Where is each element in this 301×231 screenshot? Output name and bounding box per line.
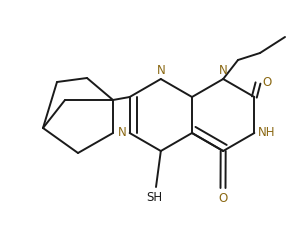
Text: SH: SH — [146, 191, 162, 204]
Text: N: N — [118, 127, 127, 140]
Text: O: O — [218, 192, 228, 205]
Text: N: N — [219, 64, 228, 77]
Text: NH: NH — [258, 127, 276, 140]
Text: O: O — [262, 76, 271, 89]
Text: N: N — [157, 64, 165, 77]
